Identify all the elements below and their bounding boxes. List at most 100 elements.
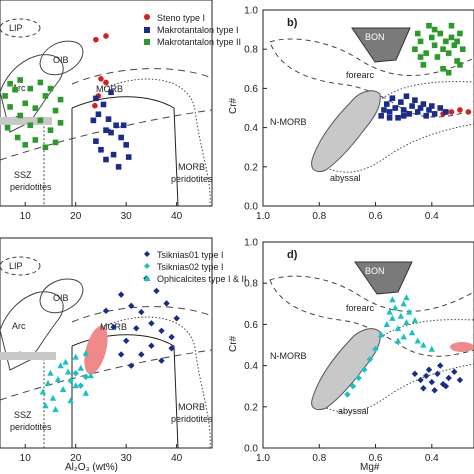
square-point	[431, 111, 438, 117]
diamond-point	[133, 325, 140, 332]
triangle-point	[59, 385, 67, 392]
panel-c: LIP OIB Arc MORB SSZ peridotites MORB pe…	[0, 237, 247, 473]
x-axis-label: Al₂O₃ (wt%)	[65, 462, 118, 473]
square-point	[42, 93, 49, 99]
panel-d: d) Cr# BON forearc N-MORB abyssal Mg# 1.…	[228, 238, 474, 473]
x-tick-label: 0.6	[369, 211, 383, 222]
x-ticks: 10 20 30 40	[20, 202, 183, 222]
square-point	[417, 38, 424, 45]
diamond-point	[349, 383, 357, 390]
legend-marker-tsik2	[144, 263, 150, 269]
legend-label: Tsiknias02 type I	[157, 262, 224, 272]
diamond-point	[344, 391, 351, 398]
panel-b: b) Cr# BON forearc N-MORB abyssal 1.0 0.8…	[228, 6, 474, 223]
square-point	[431, 26, 438, 33]
square-point	[445, 50, 452, 56]
square-point	[386, 109, 393, 115]
x-tick-label: 0.8	[312, 453, 326, 464]
morb-peridotite-outline	[71, 334, 179, 449]
square-point	[409, 103, 415, 109]
y-tick-label: 0.6	[244, 320, 258, 331]
square-point	[93, 138, 99, 144]
square-point	[431, 42, 438, 49]
triangle-point	[52, 405, 59, 412]
square-point	[386, 115, 393, 121]
arc-field	[0, 291, 64, 371]
diamond-point	[361, 366, 368, 373]
diamond-point	[102, 307, 110, 315]
trend-dashed	[0, 349, 213, 401]
x-tick-label: 40	[171, 211, 183, 222]
ssz-label: SSZ	[14, 410, 32, 420]
plot-frame	[0, 237, 213, 449]
diamond-point	[417, 376, 424, 384]
triangle-point	[377, 331, 385, 338]
triangle-point	[72, 353, 79, 360]
square-point	[420, 101, 427, 107]
x-tick-label: 40	[171, 453, 183, 464]
morb-label: MORB	[96, 84, 123, 94]
plot-frame	[0, 0, 213, 207]
square-point	[400, 113, 407, 119]
bon-label: BON	[365, 32, 385, 42]
triangle-point	[383, 321, 390, 327]
diamond-point	[372, 345, 379, 353]
square-point	[90, 117, 97, 124]
diamond-point	[437, 362, 444, 369]
diamond-point	[168, 345, 175, 352]
diamond-point	[128, 362, 135, 369]
diamond-point	[158, 357, 165, 364]
bon-field	[354, 261, 413, 295]
square-point	[100, 101, 107, 108]
axis-ticks: 1.0 0.8 0.6 0.4 0.0 0.2 0.4 0.6 0.8 1.0	[244, 6, 439, 223]
diamond-point	[428, 378, 435, 386]
lip-field	[0, 18, 41, 38]
x-tick-label: 10	[20, 211, 32, 222]
square-point	[115, 164, 122, 170]
square-point	[47, 85, 54, 92]
square-point	[7, 104, 13, 110]
square-point	[403, 93, 410, 100]
diamond-point	[163, 300, 170, 307]
y-tick-label: 0.0	[244, 202, 258, 213]
y-tick-label: 0.8	[244, 45, 258, 56]
triangle-point	[408, 329, 416, 336]
triangle-point	[49, 394, 57, 401]
square-point	[22, 142, 29, 148]
square-point	[17, 77, 23, 83]
morb-field	[71, 68, 213, 85]
forearc-field	[269, 38, 474, 118]
square-point	[105, 116, 112, 122]
nmorb-label: N-MORB	[270, 117, 307, 127]
morb-perid-label: MORB	[178, 162, 205, 172]
data-points	[39, 275, 180, 412]
panel-label: b)	[287, 17, 298, 29]
diamond-point	[153, 287, 160, 295]
bon-field	[351, 27, 411, 63]
triangle-point	[54, 376, 62, 383]
square-point	[429, 34, 435, 41]
square-point	[98, 146, 104, 153]
oib-label: OIB	[53, 293, 69, 303]
morb-peridotite-outline	[71, 96, 179, 207]
triangle-point	[62, 358, 69, 365]
legend-marker-ophi	[143, 275, 151, 281]
triangle-point	[394, 337, 402, 344]
bon-label: BON	[365, 266, 385, 276]
square-point	[383, 101, 390, 107]
diamond-point	[148, 342, 155, 349]
square-point	[423, 113, 429, 119]
y-tick-label: 0.4	[244, 123, 258, 134]
diamond-point	[138, 351, 145, 358]
y-tick-label: 0.4	[244, 361, 258, 372]
y-tick-label: 1.0	[244, 238, 258, 249]
oib-label: OIB	[53, 55, 69, 65]
y-tick-label: 1.0	[244, 6, 258, 17]
y-tick-label: 0.6	[244, 84, 258, 95]
square-point	[42, 144, 49, 151]
square-point	[52, 139, 59, 146]
oib-field	[39, 40, 84, 76]
data-points	[344, 294, 464, 398]
morb-dotted-outline	[103, 316, 211, 449]
square-point	[52, 107, 59, 114]
